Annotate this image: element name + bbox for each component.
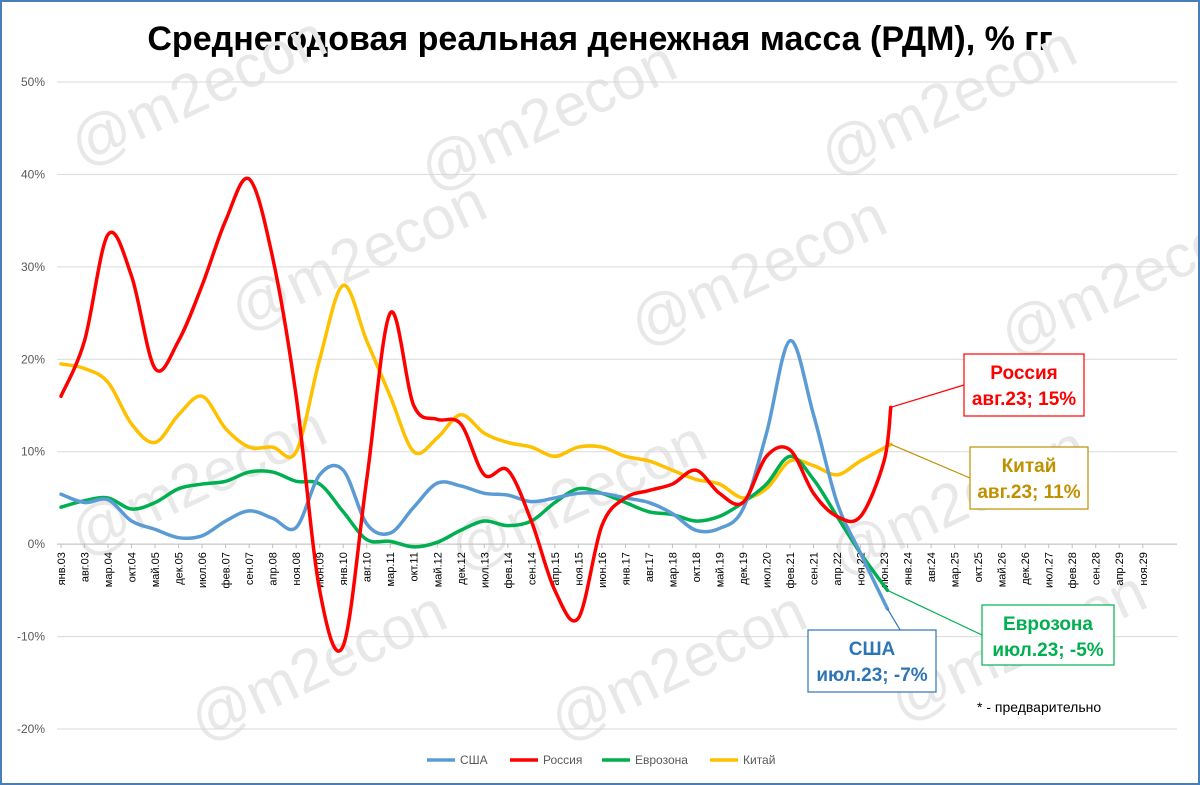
y-tick-label: 30% [21,260,45,274]
x-tick-label: май.26 [997,552,1009,587]
x-tick-label: апр.15 [550,552,562,585]
annotation-title-США: США [849,639,896,660]
y-tick-label: 10% [21,445,45,459]
y-tick-label: -20% [17,722,45,736]
chart-title: Среднегодовая реальная денежная масса (Р… [147,20,1053,58]
annotation-value-Еврозона: июл.23; -5% [992,640,1103,661]
x-tick-label: окт.04 [127,552,139,582]
series-line-США [59,339,890,611]
y-tick-label: 0% [28,537,46,551]
y-tick-label: 20% [21,352,45,366]
x-tick-label: дек.05 [174,552,186,585]
annotation-box-Еврозона [981,604,1115,666]
x-tick-label: янв.03 [56,552,68,585]
x-tick-label: фев.07 [221,552,233,588]
x-tick-label: дек.19 [738,552,750,585]
x-tick-label: сен.28 [1091,552,1103,585]
x-tick-label: сен.21 [809,552,821,585]
x-tick-label: сен.07 [244,552,256,585]
x-tick-label: мар.18 [667,552,679,587]
series-line-Россия [59,176,893,653]
annotation-box-Китай [969,446,1089,510]
x-tick-label: янв.17 [620,552,632,585]
x-tick-label: окт.25 [973,552,985,582]
x-tick-label: янв.10 [338,552,350,585]
watermark-text: @m2econ [809,12,1086,189]
x-tick-label: апр.08 [268,552,280,585]
x-tick-label: окт.11 [409,552,421,581]
annotation-leader-Китай [890,443,971,479]
legend-label-Еврозона: Еврозона [635,753,688,767]
watermark-text: @m2econ [619,182,896,359]
annotation-title-Россия: Россия [990,363,1057,384]
annotation-leader-Россия [890,384,965,408]
x-tick-label: май.12 [432,552,444,587]
x-tick-label: июл.27 [1044,552,1056,588]
x-tick-label: фев.14 [503,552,515,588]
x-tick-label: июн.23 [879,552,891,588]
annotation-box-США [807,629,937,693]
y-tick-label: 40% [21,167,45,181]
x-tick-label: авг.10 [362,552,374,582]
watermark-text: @m2econ [539,577,816,754]
x-tick-label: апр.29 [1114,552,1126,585]
x-tick-label: май.05 [150,552,162,587]
series-group [59,176,893,653]
annotation-title-Еврозона: Еврозона [1003,614,1093,635]
x-tick-label: фев.21 [785,552,797,588]
x-tick-label: авг.03 [80,552,92,582]
x-tick-label: авг.24 [926,552,938,582]
annotation-title-Китай: Китай [1002,456,1057,477]
x-tick-label: окт.18 [691,552,703,582]
watermark-text: @m2econ [179,577,456,754]
x-axis: янв.03 авг.03 мар.04 окт.04 май.05 дек.05 июл.… [56,543,1177,588]
x-tick-label: ноя.08 [291,552,303,585]
x-tick-label: июл.20 [761,552,773,588]
y-tick-label: 50% [21,75,45,89]
x-tick-label: апр.22 [832,552,844,585]
legend-label-Россия: Россия [543,753,582,767]
y-tick-label: -10% [17,630,45,644]
legend: США Россия Еврозона Китай [427,753,775,767]
x-tick-label: июл.13 [479,552,491,588]
annotation-box-Россия [963,353,1085,417]
watermark-text: @m2econ [989,192,1198,369]
annotations: Россия авг.23; 15% Китай авг.23; 11% Еврозон… [807,353,1115,693]
x-tick-label: май.19 [714,552,726,587]
annotation-value-Китай: авг.23; 11% [977,482,1080,503]
y-axis: 50% 40% 30% 20% 10% 0% -10% -20% [17,75,45,736]
x-tick-label: мар.04 [103,552,115,587]
annotation-value-Россия: авг.23; 15% [972,389,1076,410]
x-tick-label: янв.24 [903,552,915,585]
x-tick-label: ноя.29 [1138,552,1150,585]
x-tick-label: дек.26 [1020,552,1032,585]
legend-label-США: США [460,753,488,767]
x-tick-label: фев.28 [1067,552,1079,588]
annotation-value-США: июл.23; -7% [816,665,927,686]
x-tick-label: мар.11 [385,552,397,586]
footnote: * - предварительно [977,699,1101,715]
x-tick-label: авг.17 [644,552,656,582]
annotation-leader-США [886,608,901,631]
annotation-leader-Еврозона [887,589,983,636]
x-tick-label: ноя.15 [573,552,585,585]
watermark-text: @m2econ [59,2,336,179]
legend-label-Китай: Китай [743,753,775,767]
x-tick-label: мар.25 [950,552,962,587]
x-tick-label: сен.14 [526,552,538,585]
x-tick-label: дек.12 [456,552,468,585]
x-tick-label: июн.16 [597,552,609,588]
series-line-Китай [59,283,893,500]
x-tick-label: июл.06 [197,552,209,588]
